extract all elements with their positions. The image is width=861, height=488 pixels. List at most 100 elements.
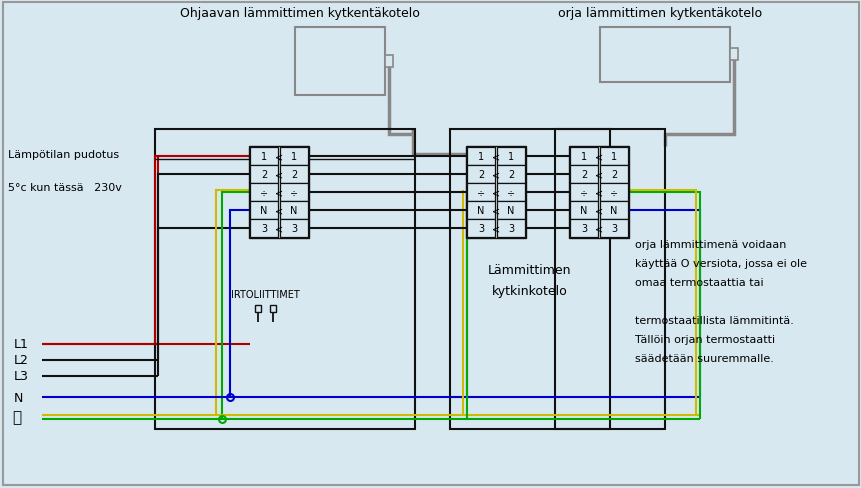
Bar: [250, 165, 278, 183]
Text: N: N: [610, 205, 617, 216]
Text: L1: L1: [14, 338, 28, 351]
Bar: [249, 147, 308, 239]
Text: 2: 2: [477, 170, 484, 180]
Text: orja lämmittimenä voidaan: orja lämmittimenä voidaan: [635, 240, 785, 249]
Bar: [467, 202, 494, 220]
Bar: [599, 28, 729, 83]
Text: orja lämmittimen kytkentäkotelo: orja lämmittimen kytkentäkotelo: [557, 7, 761, 20]
Text: N: N: [477, 205, 484, 216]
Bar: [497, 148, 524, 165]
Text: ⏚: ⏚: [12, 409, 22, 425]
Text: <: <: [492, 170, 499, 180]
Text: 3: 3: [477, 224, 484, 234]
Bar: [250, 202, 278, 220]
Text: <: <: [594, 187, 603, 198]
Bar: [250, 148, 278, 165]
Text: N: N: [14, 391, 23, 404]
Text: N: N: [260, 205, 268, 216]
Text: Ohjaavan lämmittimen kytkentäkotelo: Ohjaavan lämmittimen kytkentäkotelo: [180, 7, 419, 20]
Text: termostaatillista lämmitintä.: termostaatillista lämmitintä.: [635, 315, 793, 325]
Bar: [729, 49, 737, 61]
Bar: [466, 147, 525, 239]
Text: ÷: ÷: [610, 187, 617, 198]
Bar: [569, 202, 598, 220]
Text: 3: 3: [291, 224, 297, 234]
Bar: [569, 220, 598, 238]
Text: kytkinkotelo: kytkinkotelo: [492, 285, 567, 298]
Text: ÷: ÷: [476, 187, 485, 198]
Bar: [294, 28, 385, 96]
Bar: [497, 202, 524, 220]
Bar: [599, 202, 628, 220]
Text: 1: 1: [261, 152, 267, 162]
Text: omaa termostaattia tai: omaa termostaattia tai: [635, 278, 763, 287]
Text: <: <: [594, 170, 603, 180]
Bar: [280, 183, 307, 202]
Text: Lämpötilan pudotus: Lämpötilan pudotus: [8, 150, 119, 160]
Text: 1: 1: [291, 152, 297, 162]
Bar: [497, 220, 524, 238]
Bar: [155, 130, 414, 429]
Bar: [280, 202, 307, 220]
Text: 3: 3: [507, 224, 513, 234]
Text: <: <: [492, 205, 499, 216]
Text: 3: 3: [261, 224, 267, 234]
Text: 1: 1: [610, 152, 616, 162]
Text: <: <: [275, 187, 282, 198]
Text: N: N: [579, 205, 587, 216]
Text: säädetään suuremmalle.: säädetään suuremmalle.: [635, 353, 773, 363]
Text: 1: 1: [507, 152, 513, 162]
Bar: [280, 148, 307, 165]
Text: 2: 2: [610, 170, 616, 180]
Bar: [467, 220, 494, 238]
Text: <: <: [594, 152, 603, 162]
Text: <: <: [492, 152, 499, 162]
Bar: [554, 130, 664, 429]
Text: N: N: [507, 205, 514, 216]
Text: 5°c kun tässä   230v: 5°c kun tässä 230v: [8, 183, 121, 193]
Text: 2: 2: [580, 170, 586, 180]
Bar: [269, 305, 276, 312]
Bar: [449, 130, 610, 429]
Bar: [599, 148, 628, 165]
Bar: [467, 148, 494, 165]
Text: <: <: [275, 205, 282, 216]
Bar: [280, 165, 307, 183]
Text: Lämmittimen: Lämmittimen: [487, 263, 571, 276]
Bar: [497, 165, 524, 183]
Text: käyttää O versiota, jossa ei ole: käyttää O versiota, jossa ei ole: [635, 259, 806, 268]
Text: IRTOLIITTIMET: IRTOLIITTIMET: [231, 289, 299, 299]
Text: 3: 3: [610, 224, 616, 234]
Bar: [569, 165, 598, 183]
Text: 1: 1: [580, 152, 586, 162]
Text: N: N: [290, 205, 297, 216]
Text: 2: 2: [261, 170, 267, 180]
Text: ÷: ÷: [506, 187, 515, 198]
Text: <: <: [492, 224, 499, 234]
Text: <: <: [275, 152, 282, 162]
Text: ÷: ÷: [289, 187, 298, 198]
Bar: [569, 148, 598, 165]
Bar: [250, 220, 278, 238]
Text: L3: L3: [14, 370, 28, 383]
Text: 3: 3: [580, 224, 586, 234]
Text: <: <: [275, 170, 282, 180]
Bar: [385, 56, 393, 68]
Bar: [599, 183, 628, 202]
Text: <: <: [594, 224, 603, 234]
Bar: [467, 183, 494, 202]
Bar: [599, 220, 628, 238]
Bar: [568, 147, 629, 239]
Bar: [497, 183, 524, 202]
Bar: [250, 183, 278, 202]
Bar: [467, 165, 494, 183]
Bar: [599, 165, 628, 183]
Text: <: <: [492, 187, 499, 198]
Bar: [280, 220, 307, 238]
Bar: [569, 183, 598, 202]
Text: 1: 1: [477, 152, 484, 162]
Text: Tällöin orjan termostaatti: Tällöin orjan termostaatti: [635, 334, 774, 345]
Text: 2: 2: [290, 170, 297, 180]
Bar: [255, 305, 261, 312]
Text: <: <: [594, 205, 603, 216]
